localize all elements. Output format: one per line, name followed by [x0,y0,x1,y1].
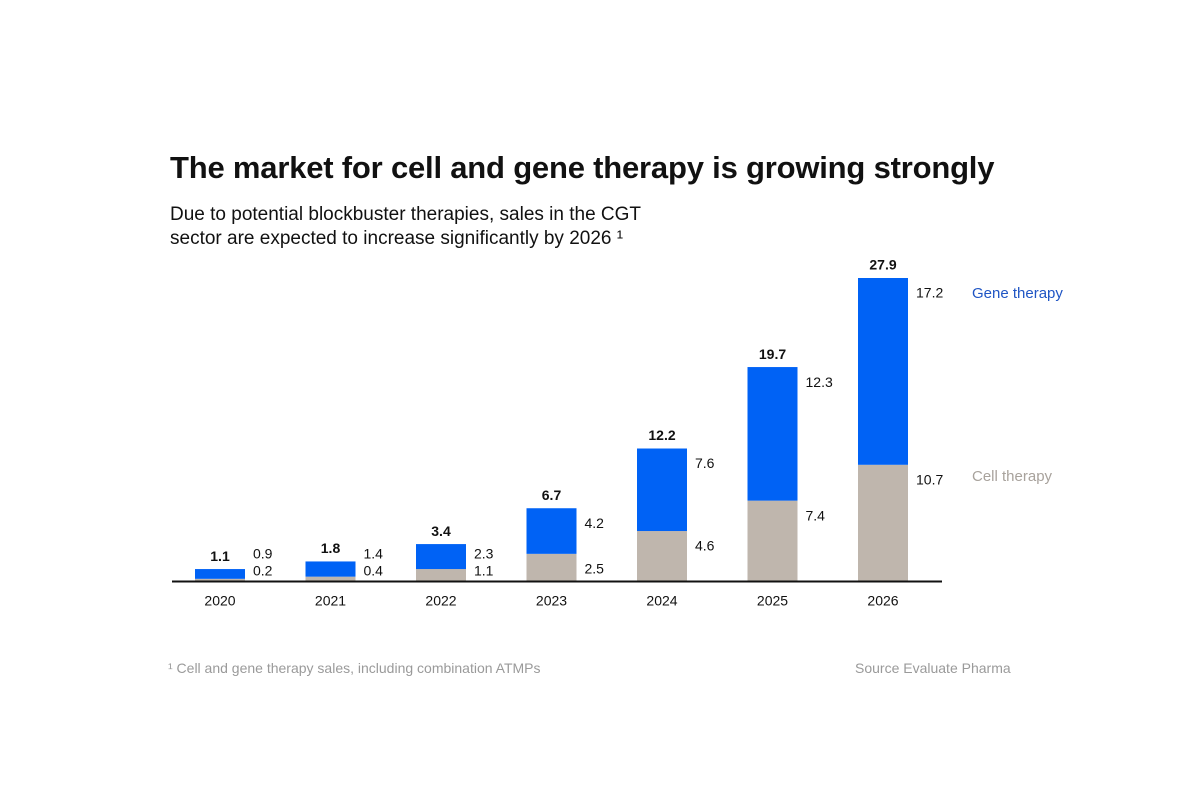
bar-gene-therapy [195,569,245,579]
data-label-gene-therapy: 12.3 [806,374,833,390]
data-label-gene-therapy: 4.2 [585,515,605,531]
data-label-total: 1.1 [210,548,230,564]
chart-title: The market for cell and gene therapy is … [170,150,995,185]
x-tick-label: 2022 [425,593,456,609]
data-label-total: 3.4 [431,523,451,539]
bar-cell-therapy [858,464,908,581]
bar-cell-therapy [747,500,798,581]
data-label-gene-therapy: 2.3 [474,546,494,562]
data-label-gene-therapy: 7.6 [695,455,715,471]
data-label-cell-therapy: 0.2 [253,563,273,579]
x-tick-label: 2024 [646,593,677,609]
data-label-cell-therapy: 10.7 [916,471,943,487]
legend-gene-therapy: Gene therapy [972,285,1063,302]
x-tick-label: 2025 [757,593,788,609]
data-label-cell-therapy: 0.4 [364,563,384,579]
data-label-total: 27.9 [869,257,896,273]
bar-gene-therapy [637,448,687,532]
bar-gene-therapy [858,278,908,465]
data-label-gene-therapy: 17.2 [916,285,943,301]
data-label-total: 12.2 [648,427,675,443]
bar-cell-therapy [195,578,245,581]
data-label-cell-therapy: 1.1 [474,563,494,579]
bar-gene-therapy [747,367,798,501]
data-label-gene-therapy: 0.9 [253,546,273,562]
bar-cell-therapy [416,569,466,581]
subtitle-line: Due to potential blockbuster therapies, … [170,204,642,225]
bar-gene-therapy [416,544,466,570]
bar-gene-therapy [305,561,356,577]
subtitle-line: sector are expected to increase signific… [170,228,624,249]
legend-cell-therapy: Cell therapy [972,468,1053,485]
data-label-cell-therapy: 7.4 [806,507,826,523]
footnote: ¹ Cell and gene therapy sales, including… [168,660,541,676]
chart-subtitle: Due to potential blockbuster therapies, … [170,203,770,251]
x-tick-label: 2023 [536,593,567,609]
data-label-total: 1.8 [321,540,341,556]
source-note: Source Evaluate Pharma [855,660,1011,676]
x-tick-label: 2021 [315,593,346,609]
data-label-gene-therapy: 1.4 [364,546,384,562]
bar-gene-therapy [526,508,577,554]
x-tick-label: 2026 [867,593,898,609]
data-label-total: 6.7 [542,487,562,503]
data-label-total: 19.7 [759,346,786,362]
bar-cell-therapy [526,553,577,581]
x-tick-label: 2020 [204,593,235,609]
bar-cell-therapy [305,576,356,581]
bar-cell-therapy [637,531,687,581]
data-label-cell-therapy: 4.6 [695,538,715,554]
data-label-cell-therapy: 2.5 [585,561,605,577]
